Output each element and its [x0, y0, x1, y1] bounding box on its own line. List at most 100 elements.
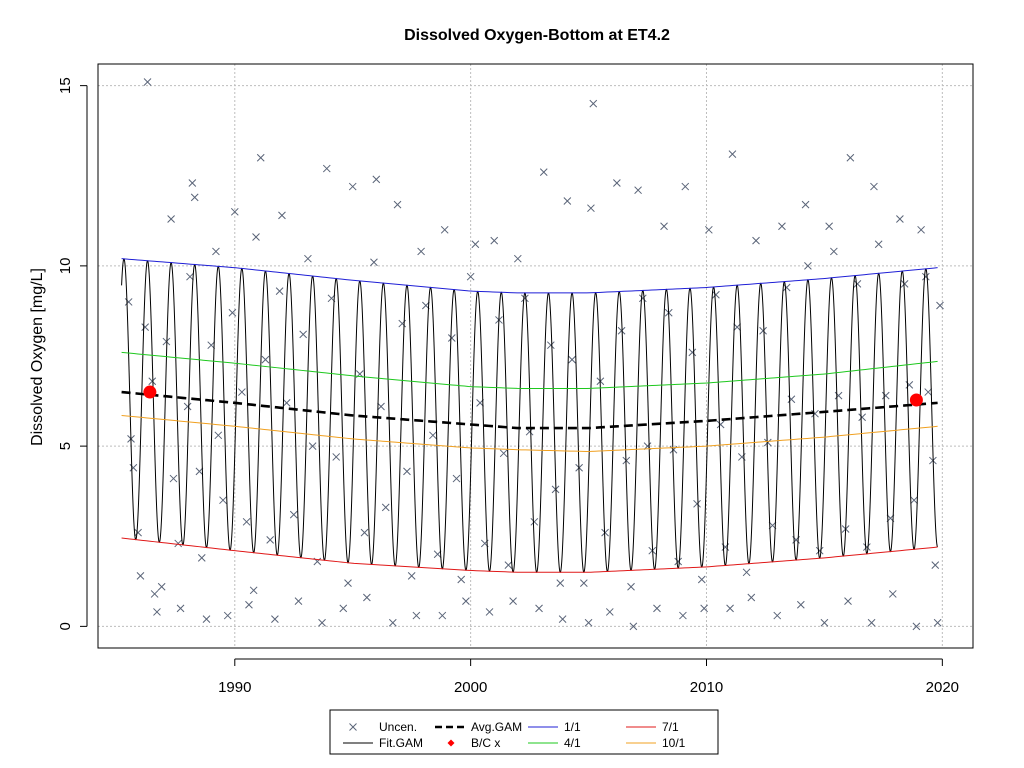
- observation-point: [261, 355, 270, 364]
- observation-point: [921, 272, 930, 281]
- observation-point: [457, 575, 466, 584]
- observation-point: [417, 247, 425, 256]
- observation-point: [568, 355, 576, 364]
- observation-point: [447, 334, 456, 342]
- observation-point: [214, 431, 223, 440]
- observation-point: [278, 211, 286, 220]
- y-axis: 0 5 10 15: [57, 77, 88, 631]
- observation-point: [846, 153, 855, 162]
- observation-point: [815, 546, 824, 555]
- observation-point: [917, 225, 925, 234]
- observation-point: [153, 608, 161, 616]
- observation-point: [466, 272, 475, 281]
- bc-points: [143, 385, 923, 407]
- observation-point: [605, 608, 614, 616]
- series-line-q7: [121, 537, 938, 573]
- observation-point: [924, 388, 933, 396]
- observation-point: [881, 391, 890, 400]
- fit-gam-layer: [121, 258, 938, 573]
- observation-point: [190, 193, 199, 202]
- observation-point: [322, 164, 331, 173]
- series-line-q4: [121, 351, 938, 389]
- observation-point: [429, 431, 437, 440]
- observation-point: [933, 618, 942, 627]
- observation-point: [905, 380, 914, 389]
- y-tick-label: 15: [57, 77, 74, 94]
- observation-point: [896, 215, 904, 223]
- observation-point: [403, 467, 411, 476]
- plot-area-border: [97, 63, 974, 649]
- x-tick-label: 2000: [454, 679, 487, 696]
- observation-point: [282, 399, 291, 407]
- observation-point: [238, 388, 246, 396]
- observation-point: [462, 597, 470, 605]
- observation-point: [452, 474, 461, 483]
- observation-point: [629, 622, 638, 631]
- observation-point: [157, 582, 166, 591]
- legend-item-q1: 1/1: [528, 720, 581, 734]
- observation-point: [381, 503, 390, 512]
- observation-point: [742, 568, 751, 577]
- observation-point: [195, 467, 204, 476]
- bc-point: [909, 393, 923, 407]
- x-tick-label: 1990: [218, 679, 251, 696]
- legend-item-uncen: Uncen.: [349, 720, 417, 734]
- observation-point: [546, 341, 555, 350]
- observation-point: [308, 442, 317, 450]
- bc-point: [143, 385, 157, 399]
- y-axis-label: Dissolved Oxygen [mg/L]: [29, 268, 46, 446]
- legend-item-q10: 10/1: [626, 736, 686, 750]
- observation-point: [471, 240, 480, 249]
- legend-swatch: [447, 739, 455, 747]
- observation-point: [148, 377, 157, 386]
- grid-lines: [98, 64, 973, 648]
- observation-point: [556, 579, 565, 587]
- observation-point: [936, 301, 944, 310]
- observation-point: [535, 604, 543, 613]
- observation-point: [759, 326, 767, 335]
- observation-point: [613, 179, 621, 187]
- observation-point: [230, 207, 239, 216]
- observation-point: [558, 615, 567, 624]
- observation-point: [587, 204, 595, 213]
- observation-point: [339, 604, 348, 613]
- legend-label: 7/1: [662, 720, 679, 734]
- observation-point: [129, 463, 138, 472]
- observation-point: [393, 200, 402, 209]
- observation-point: [141, 323, 150, 332]
- observation-point: [252, 233, 260, 241]
- observation-point: [223, 611, 232, 620]
- observation-point: [601, 528, 609, 537]
- observation-point: [700, 604, 708, 613]
- observation-point: [186, 272, 194, 281]
- observation-point: [539, 168, 548, 177]
- legend-box: [329, 709, 719, 755]
- series-line-avg: [121, 390, 938, 430]
- observation-point: [174, 539, 183, 548]
- observation-point: [804, 262, 812, 270]
- observation-point: [372, 175, 381, 184]
- observation-point: [660, 222, 668, 231]
- observation-point: [679, 611, 687, 620]
- observation-point: [863, 543, 871, 551]
- x-tick-label: 2020: [926, 679, 959, 696]
- observation-point: [294, 597, 303, 605]
- observation-point: [176, 604, 185, 613]
- observation-point: [874, 240, 883, 249]
- observation-point: [693, 499, 701, 508]
- observation-point: [674, 557, 683, 566]
- observation-point: [844, 597, 852, 605]
- observation-point: [688, 348, 697, 357]
- observation-point: [377, 402, 385, 411]
- observation-point: [811, 409, 819, 418]
- observation-point: [733, 323, 742, 332]
- observation-point: [653, 604, 661, 613]
- observation-points: [124, 78, 944, 631]
- observation-point: [704, 225, 713, 234]
- observation-point: [412, 611, 421, 620]
- observation-point: [782, 283, 791, 292]
- legend-label: 1/1: [564, 720, 581, 734]
- observation-point: [388, 618, 397, 627]
- observation-point: [726, 604, 734, 613]
- observation-point: [245, 600, 253, 609]
